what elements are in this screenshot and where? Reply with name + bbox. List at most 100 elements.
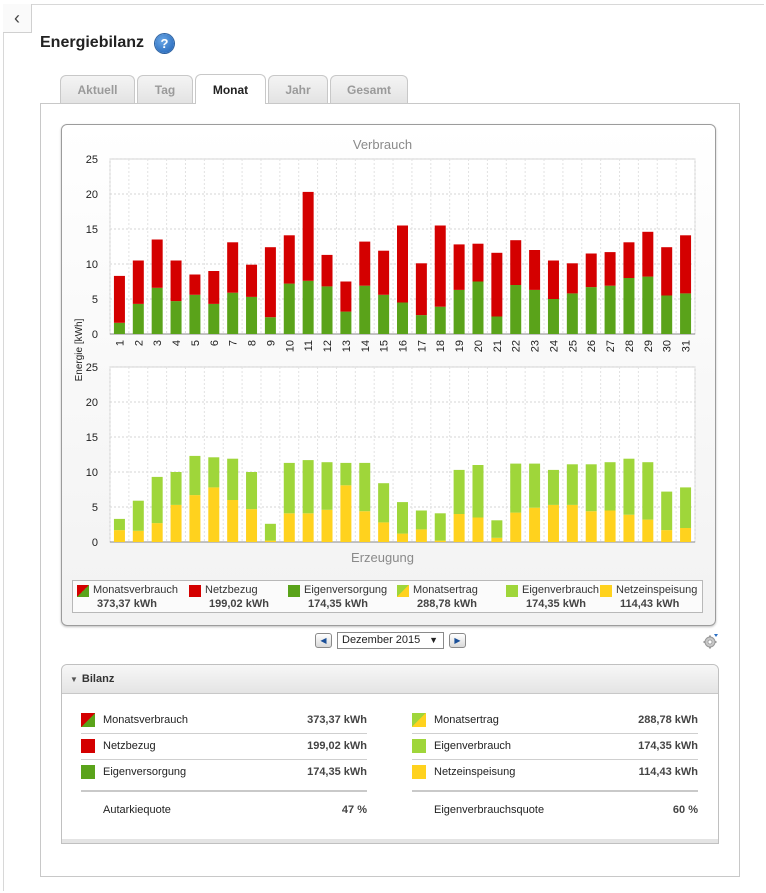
- bar-netzbezug-27: [604, 252, 616, 286]
- next-month-button[interactable]: ▶: [449, 633, 466, 648]
- bilanz-row-monatsverbrauch: Monatsverbrauch 373,37 kWh: [81, 708, 367, 734]
- bar-netzeinspeisung-6: [208, 487, 220, 542]
- bar-eigenversorgung-21: [491, 316, 503, 334]
- month-select[interactable]: Dezember 2015 ▼: [337, 632, 444, 649]
- x-tick-label: 9: [265, 340, 277, 346]
- bar-netzeinspeisung-23: [529, 507, 541, 542]
- bar-netzbezug-17: [415, 263, 427, 316]
- chart-legend: Monatsverbrauch 373,37 kWh Netzbezug 199,02…: [72, 580, 703, 613]
- legend-value: 174,35 kWh: [526, 598, 586, 610]
- bar-netzeinspeisung-4: [170, 504, 182, 542]
- legend-name: Monatsertrag: [413, 584, 478, 596]
- tab-tag[interactable]: Tag: [137, 75, 193, 103]
- bar-netzbezug-10: [283, 235, 295, 284]
- bar-eigenverbrauch-27: [604, 462, 616, 511]
- tab-jahr[interactable]: Jahr: [268, 75, 328, 103]
- bar-netzbezug-11: [302, 191, 314, 281]
- help-icon[interactable]: ?: [155, 34, 174, 53]
- bar-eigenversorgung-4: [170, 301, 182, 334]
- x-tick-label: 27: [605, 340, 617, 352]
- x-tick-label: 3: [152, 340, 164, 346]
- x-tick-label: 12: [322, 340, 334, 352]
- bar-netzbezug-1: [113, 275, 125, 323]
- x-tick-label: 5: [190, 340, 202, 346]
- x-tick-label: 10: [284, 340, 296, 352]
- legend-name: Netzeinspeisung: [616, 584, 698, 596]
- bar-eigenversorgung-26: [585, 287, 597, 334]
- x-tick-label: 22: [511, 340, 523, 352]
- bar-eigenversorgung-17: [415, 315, 427, 334]
- bar-netzbezug-28: [623, 242, 635, 278]
- tab-gesamt[interactable]: Gesamt: [330, 75, 408, 103]
- bar-eigenverbrauch-28: [623, 458, 635, 515]
- bar-eigenverbrauch-11: [302, 460, 314, 514]
- bilanz-row-eigenverbrauchsquote: Eigenverbrauchsquote 60 %: [434, 804, 698, 816]
- bar-netzeinspeisung-30: [661, 530, 673, 542]
- bar-eigenverbrauch-3: [151, 476, 163, 524]
- bar-netzbezug-6: [208, 271, 220, 304]
- bar-netzeinspeisung-7: [227, 500, 239, 542]
- x-tick-label: 15: [379, 340, 391, 352]
- collapse-triangle-icon: ▼: [70, 674, 78, 684]
- tab-monat[interactable]: Monat: [195, 74, 266, 104]
- legend-value: 174,35 kWh: [308, 598, 368, 610]
- legend-name: Monatsverbrauch: [93, 584, 178, 596]
- bar-netzbezug-21: [491, 252, 503, 317]
- bar-netzeinspeisung-24: [547, 504, 559, 542]
- chevron-left-icon: ‹: [14, 7, 20, 28]
- bar-eigenversorgung-2: [132, 303, 144, 334]
- prev-month-button[interactable]: ◀: [315, 633, 332, 648]
- bar-netzbezug-20: [472, 243, 484, 282]
- bar-eigenverbrauch-29: [642, 462, 654, 520]
- page-title: Energiebilanz: [40, 34, 145, 51]
- bar-eigenversorgung-18: [434, 306, 446, 334]
- bar-netzeinspeisung-29: [642, 519, 654, 542]
- bar-eigenverbrauch-18: [434, 513, 446, 541]
- bar-eigenversorgung-5: [189, 294, 201, 334]
- monatsertrag-swatch: [412, 713, 426, 727]
- bar-netzbezug-31: [680, 235, 692, 294]
- gear-icon[interactable]: [703, 633, 719, 649]
- bar-eigenversorgung-20: [472, 281, 484, 334]
- bar-eigenversorgung-15: [378, 294, 390, 334]
- bar-eigenversorgung-25: [566, 293, 578, 334]
- x-tick-label: 31: [681, 340, 693, 352]
- y-tick-label: 15: [86, 432, 98, 444]
- bar-netzbezug-16: [397, 225, 408, 303]
- bar-eigenversorgung-3: [151, 287, 163, 334]
- bar-netzbezug-30: [661, 247, 673, 296]
- bar-eigenverbrauch-17: [415, 510, 427, 530]
- bar-eigenverbrauch-4: [170, 472, 182, 505]
- bar-eigenversorgung-24: [547, 299, 559, 334]
- divider: [412, 790, 698, 792]
- bar-eigenversorgung-29: [642, 276, 654, 334]
- x-tick-label: 20: [473, 340, 485, 352]
- y-tick-label: 0: [92, 537, 98, 549]
- x-tick-label: 8: [247, 340, 259, 346]
- bar-netzeinspeisung-9: [264, 540, 276, 542]
- bar-eigenverbrauch-24: [547, 469, 559, 505]
- bar-eigenverbrauch-21: [491, 520, 503, 538]
- x-tick-label: 29: [643, 340, 655, 352]
- x-tick-label: 25: [567, 340, 579, 352]
- tab-aktuell[interactable]: Aktuell: [60, 75, 135, 103]
- bar-netzeinspeisung-15: [378, 522, 390, 542]
- back-button[interactable]: ‹: [3, 4, 32, 33]
- bar-netzeinspeisung-14: [359, 511, 371, 542]
- bilanz-footer: [62, 839, 718, 843]
- bar-netzeinspeisung-27: [604, 510, 616, 542]
- x-tick-label: 28: [624, 340, 636, 352]
- dropdown-arrow-icon: ▼: [429, 635, 438, 645]
- bar-netzbezug-18: [434, 225, 446, 307]
- bilanz-header[interactable]: ▼ Bilanz: [62, 665, 718, 694]
- bar-netzbezug-2: [132, 260, 144, 304]
- bar-netzbezug-24: [547, 260, 559, 299]
- bar-eigenversorgung-13: [340, 311, 352, 334]
- bar-eigenversorgung-9: [264, 317, 276, 334]
- prev-arrow-icon: ◀: [320, 636, 327, 645]
- legend-name: Eigenverbrauch: [522, 584, 600, 596]
- y-tick-label: 20: [86, 397, 98, 409]
- bar-eigenverbrauch-16: [397, 502, 408, 534]
- bar-netzbezug-12: [321, 254, 333, 287]
- y-tick-label: 10: [86, 467, 98, 479]
